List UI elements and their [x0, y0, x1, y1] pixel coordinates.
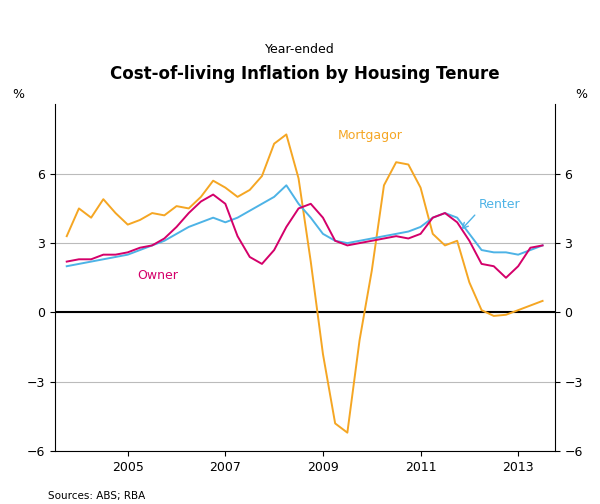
Text: Renter: Renter: [479, 199, 521, 211]
Text: Sources: ABS; RBA: Sources: ABS; RBA: [48, 491, 145, 501]
Title: Cost-of-living Inflation by Housing Tenure: Cost-of-living Inflation by Housing Tenu…: [110, 66, 499, 83]
Text: %: %: [575, 88, 587, 101]
Text: %: %: [12, 88, 24, 101]
Text: Mortgagor: Mortgagor: [338, 129, 403, 142]
Text: Year-ended: Year-ended: [265, 43, 335, 56]
Text: Owner: Owner: [137, 269, 178, 282]
